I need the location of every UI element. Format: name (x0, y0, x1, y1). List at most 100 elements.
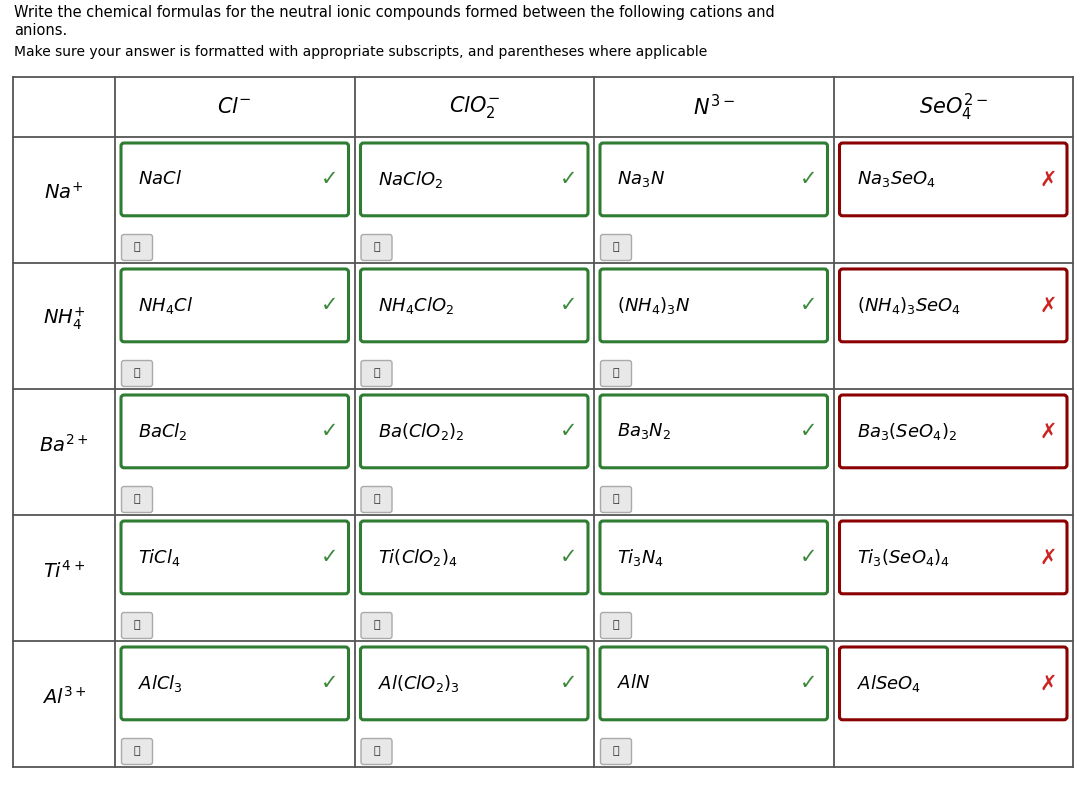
Text: ⚿: ⚿ (374, 243, 380, 253)
Text: $\mathit{Cl}^{-}$: $\mathit{Cl}^{-}$ (217, 97, 252, 117)
Text: ✗: ✗ (1039, 295, 1057, 316)
Text: ✓: ✓ (320, 547, 338, 568)
Text: $\mathit{SeO}_{4}^{2-}$: $\mathit{SeO}_{4}^{2-}$ (919, 91, 988, 122)
FancyBboxPatch shape (361, 487, 392, 513)
Text: $\mathit{AlCl}_{3}$: $\mathit{AlCl}_{3}$ (138, 673, 182, 694)
Text: $\mathit{Ba}_{3}(\mathit{SeO}_{4})_{2}$: $\mathit{Ba}_{3}(\mathit{SeO}_{4})_{2}$ (857, 421, 957, 442)
Text: ✗: ✗ (1039, 422, 1057, 441)
FancyBboxPatch shape (599, 143, 828, 216)
Text: $\mathit{N}^{3-}$: $\mathit{N}^{3-}$ (693, 94, 735, 119)
Text: Write the chemical formulas for the neutral ionic compounds formed between the f: Write the chemical formulas for the neut… (14, 5, 774, 20)
FancyBboxPatch shape (839, 521, 1068, 593)
Text: ✓: ✓ (320, 170, 338, 189)
Text: Make sure your answer is formatted with appropriate subscripts, and parentheses : Make sure your answer is formatted with … (14, 45, 707, 59)
Text: ⚿: ⚿ (374, 620, 380, 630)
Text: ✓: ✓ (799, 674, 818, 693)
Text: $\mathit{NH}_{4}\mathit{Cl}$: $\mathit{NH}_{4}\mathit{Cl}$ (138, 295, 193, 316)
Text: $(\mathit{NH}_{4})_{3}\mathit{SeO}_{4}$: $(\mathit{NH}_{4})_{3}\mathit{SeO}_{4}$ (857, 295, 961, 316)
FancyBboxPatch shape (361, 235, 392, 261)
FancyBboxPatch shape (361, 612, 392, 638)
Text: anions.: anions. (14, 23, 67, 38)
Text: ⚿: ⚿ (134, 495, 140, 505)
Text: ⚿: ⚿ (134, 243, 140, 253)
Text: ✗: ✗ (1039, 547, 1057, 568)
FancyBboxPatch shape (839, 269, 1068, 341)
Text: $\mathit{Na}^{+}$: $\mathit{Na}^{+}$ (45, 182, 84, 203)
FancyBboxPatch shape (599, 395, 828, 468)
FancyBboxPatch shape (601, 612, 631, 638)
FancyBboxPatch shape (121, 647, 349, 720)
FancyBboxPatch shape (122, 487, 152, 513)
Text: ⚿: ⚿ (613, 368, 619, 378)
Text: $\mathit{Al}(\mathit{ClO}_{2})_{3}$: $\mathit{Al}(\mathit{ClO}_{2})_{3}$ (378, 673, 459, 694)
Text: $\mathit{Al}^{3+}$: $\mathit{Al}^{3+}$ (41, 685, 86, 707)
FancyBboxPatch shape (121, 521, 349, 593)
Text: ✓: ✓ (799, 170, 818, 189)
Text: ✓: ✓ (320, 422, 338, 441)
FancyBboxPatch shape (599, 269, 828, 341)
Text: ⚿: ⚿ (374, 368, 380, 378)
Text: ✓: ✓ (799, 547, 818, 568)
Text: ⚿: ⚿ (134, 747, 140, 757)
Text: $\mathit{NH}_{4}\mathit{ClO}_{2}$: $\mathit{NH}_{4}\mathit{ClO}_{2}$ (378, 295, 454, 316)
Text: ✓: ✓ (320, 674, 338, 693)
FancyBboxPatch shape (121, 269, 349, 341)
Text: ⚿: ⚿ (134, 620, 140, 630)
Text: ✓: ✓ (320, 295, 338, 316)
FancyBboxPatch shape (121, 143, 349, 216)
Text: $\mathit{AlSeO}_{4}$: $\mathit{AlSeO}_{4}$ (857, 673, 921, 694)
Text: $\mathit{Ti}_{3}\mathit{N}_{4}$: $\mathit{Ti}_{3}\mathit{N}_{4}$ (617, 547, 665, 568)
FancyBboxPatch shape (839, 395, 1068, 468)
Text: ⚿: ⚿ (134, 368, 140, 378)
FancyBboxPatch shape (599, 521, 828, 593)
Text: ⚿: ⚿ (374, 747, 380, 757)
Text: ✓: ✓ (560, 295, 578, 316)
Text: ✗: ✗ (1039, 170, 1057, 189)
Text: ⚿: ⚿ (613, 747, 619, 757)
Text: $\mathit{Ba}^{2+}$: $\mathit{Ba}^{2+}$ (39, 433, 89, 455)
FancyBboxPatch shape (361, 269, 588, 341)
Bar (13, 77, 1073, 767)
Text: ✗: ✗ (1039, 674, 1057, 693)
Text: $\mathit{ClO}_{2}^{-}$: $\mathit{ClO}_{2}^{-}$ (449, 94, 500, 120)
Text: $\mathit{Ti}_{3}(\mathit{SeO}_{4})_{4}$: $\mathit{Ti}_{3}(\mathit{SeO}_{4})_{4}$ (857, 547, 949, 568)
FancyBboxPatch shape (122, 612, 152, 638)
FancyBboxPatch shape (599, 647, 828, 720)
FancyBboxPatch shape (361, 143, 588, 216)
FancyBboxPatch shape (361, 521, 588, 593)
Text: ⚿: ⚿ (613, 243, 619, 253)
FancyBboxPatch shape (839, 143, 1068, 216)
Text: $\mathit{Ti}(\mathit{ClO}_{2})_{4}$: $\mathit{Ti}(\mathit{ClO}_{2})_{4}$ (378, 547, 457, 568)
Text: ✓: ✓ (799, 422, 818, 441)
Text: $\mathit{NaClO}_{2}$: $\mathit{NaClO}_{2}$ (378, 169, 442, 190)
Text: $\mathit{Na}_{3}\mathit{SeO}_{4}$: $\mathit{Na}_{3}\mathit{SeO}_{4}$ (857, 170, 935, 189)
FancyBboxPatch shape (601, 739, 631, 765)
Text: ✓: ✓ (560, 422, 578, 441)
FancyBboxPatch shape (839, 647, 1068, 720)
FancyBboxPatch shape (121, 395, 349, 468)
Text: ✓: ✓ (560, 674, 578, 693)
Text: $\mathit{Ti}^{4+}$: $\mathit{Ti}^{4+}$ (43, 560, 85, 582)
Text: ✓: ✓ (560, 547, 578, 568)
Text: ⚿: ⚿ (374, 495, 380, 505)
FancyBboxPatch shape (601, 360, 631, 386)
Text: ⚿: ⚿ (613, 495, 619, 505)
Text: ✓: ✓ (799, 295, 818, 316)
Text: $\mathit{TiCl}_{4}$: $\mathit{TiCl}_{4}$ (138, 547, 181, 568)
Text: $\mathit{Ba}(\mathit{ClO}_{2})_{2}$: $\mathit{Ba}(\mathit{ClO}_{2})_{2}$ (378, 421, 464, 442)
FancyBboxPatch shape (361, 739, 392, 765)
Text: ✓: ✓ (560, 170, 578, 189)
Text: ⚿: ⚿ (613, 620, 619, 630)
FancyBboxPatch shape (361, 360, 392, 386)
Text: $\mathit{AlN}$: $\mathit{AlN}$ (617, 674, 651, 692)
Text: $\mathit{Na}_{3}\mathit{N}$: $\mathit{Na}_{3}\mathit{N}$ (617, 170, 665, 189)
Text: $\mathit{Ba}_{3}\mathit{N}_{2}$: $\mathit{Ba}_{3}\mathit{N}_{2}$ (617, 422, 671, 441)
FancyBboxPatch shape (122, 235, 152, 261)
FancyBboxPatch shape (361, 647, 588, 720)
FancyBboxPatch shape (601, 487, 631, 513)
FancyBboxPatch shape (601, 235, 631, 261)
Text: $(\mathit{NH}_{4})_{3}\mathit{N}$: $(\mathit{NH}_{4})_{3}\mathit{N}$ (617, 295, 691, 316)
FancyBboxPatch shape (361, 395, 588, 468)
FancyBboxPatch shape (122, 739, 152, 765)
Text: $\mathit{NH}_{4}^{+}$: $\mathit{NH}_{4}^{+}$ (42, 305, 86, 332)
